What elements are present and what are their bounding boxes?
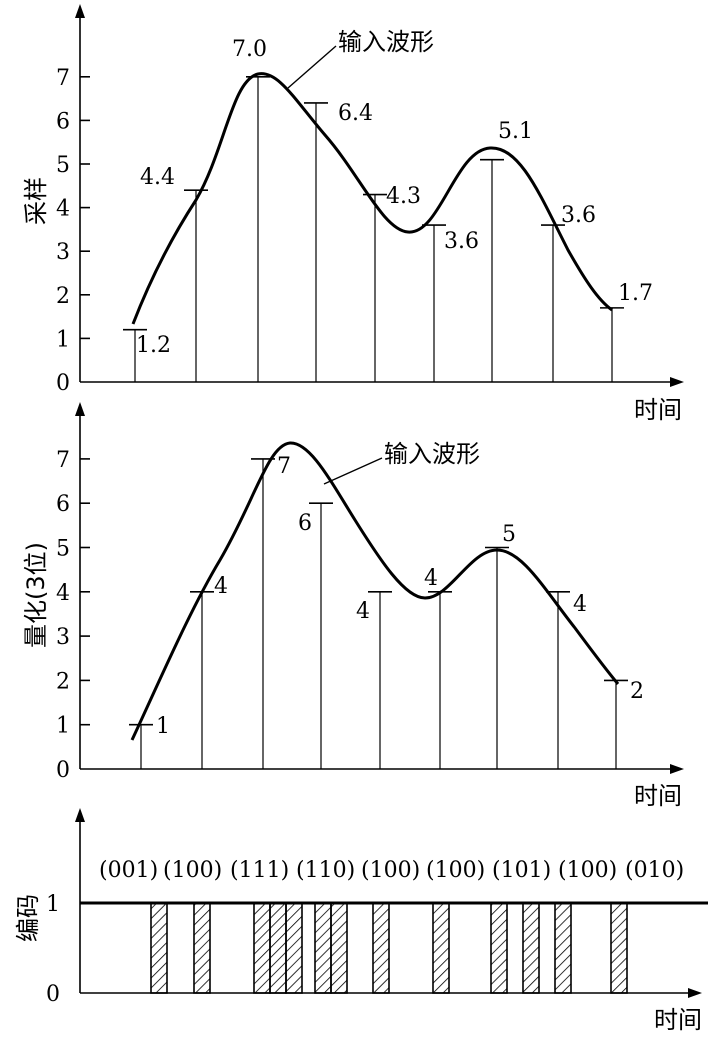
quantization-value-label: 2	[630, 679, 644, 704]
encoding-code-label: (100)	[361, 858, 420, 883]
sampling-value-label: 3.6	[561, 203, 596, 228]
sampling-y-tick-label: 6	[56, 109, 70, 134]
quantization-wave-label: 输入波形	[384, 440, 480, 468]
sampling-wave-leader-line	[287, 45, 337, 89]
quantization-input-waveform	[130, 441, 620, 741]
quantization-value-label: 4	[424, 566, 438, 591]
encoding-pulse	[285, 902, 303, 994]
quantization-value-labels: 1 4 7 6 4 4 5 4 2	[156, 454, 644, 739]
sampling-value-label: 3.6	[444, 229, 479, 254]
quantization-value-label: 6	[298, 511, 312, 536]
sampling-value-label: 1.7	[618, 281, 653, 306]
quantization-y-tick-label: 1	[56, 714, 70, 739]
sampling-y-tick-label: 0	[56, 371, 70, 396]
encoding-y-tick-0: 0	[46, 982, 60, 1007]
sampling-y-tick-label: 1	[56, 327, 70, 352]
encoding-pulse	[150, 902, 168, 994]
encoding-code-label: (100)	[558, 858, 617, 883]
encoding-code-label: (110)	[296, 858, 355, 883]
sampling-value-labels: 1.2 4.4 7.0 6.4 4.3 3.6 5.1 3.6 1.7	[136, 37, 653, 358]
encoding-code-labels: (001) (100) (111) (110) (100) (100) (101) (100)…	[99, 858, 684, 883]
encoding-y-tick-1: 1	[46, 892, 60, 917]
quantization-value-label: 5	[502, 522, 516, 547]
encoding-pulse	[314, 902, 332, 994]
quantization-y-tick-label: 6	[56, 492, 70, 517]
sampling-value-label: 4.4	[140, 165, 175, 190]
sampling-y-tick-label: 2	[56, 284, 70, 309]
encoding-code-label: (101)	[492, 858, 551, 883]
encoding-pulse	[269, 902, 287, 994]
quantization-y-label: 量化(3位)	[22, 542, 50, 648]
encoding-code-label: (100)	[163, 858, 222, 883]
encoding-code-label: (001)	[99, 858, 158, 883]
quantization-y-tick-label: 3	[56, 625, 70, 650]
sampling-value-label: 6.4	[338, 101, 373, 126]
quantization-value-label: 4	[356, 599, 370, 624]
encoding-pulse	[490, 902, 508, 994]
sampling-y-arrow	[75, 4, 85, 18]
sampling-value-label: 4.3	[386, 184, 421, 209]
encoding-code-label: (100)	[426, 858, 485, 883]
encoding-x-arrow	[688, 988, 702, 998]
quantization-y-arrow	[75, 402, 85, 416]
quantization-panel: 0 1 2 3 4 5 6 7 输入波形 1 4 7 6 4 4 5 4 2 量化(3位) 时间	[22, 402, 684, 810]
quantization-x-arrow	[670, 764, 684, 774]
encoding-pulse	[253, 902, 271, 994]
sampling-stems	[123, 76, 624, 382]
quantization-y-tick-label: 0	[56, 758, 70, 783]
sampling-value-label: 7.0	[232, 37, 267, 62]
quantization-value-label: 1	[156, 714, 170, 739]
quantization-value-label: 7	[277, 454, 291, 479]
sampling-y-tick-label: 5	[56, 153, 70, 178]
encoding-pulse	[554, 902, 572, 994]
encoding-pulse	[522, 902, 540, 994]
encoding-code-label: (111)	[230, 858, 289, 883]
sampling-y-tick-label: 3	[56, 240, 70, 265]
quantization-y-tick-label: 2	[56, 669, 70, 694]
encoding-pulse	[193, 902, 211, 994]
encoding-x-label: 时间	[654, 1006, 702, 1033]
encoding-code-label: (010)	[625, 858, 684, 883]
sampling-x-label: 时间	[634, 396, 682, 424]
sampling-y-tick-label: 7	[56, 66, 70, 91]
sampling-input-waveform	[131, 72, 613, 325]
sampling-value-label: 5.1	[498, 119, 533, 144]
sampling-value-label: 1.2	[136, 333, 171, 358]
sampling-y-ticks: 0 1 2 3 4 5 6 7	[56, 66, 90, 396]
encoding-pulse	[610, 902, 628, 994]
encoding-pulses	[150, 902, 628, 994]
encoding-pulse	[372, 902, 390, 994]
quantization-wave-leader-line	[323, 457, 383, 485]
sampling-wave-label: 输入波形	[338, 28, 434, 56]
encoding-y-label: 编码	[14, 894, 42, 942]
encoding-panel: (001) (100) (111) (110) (100) (100) (101) (100)…	[14, 808, 708, 1034]
quantization-stems	[129, 458, 628, 769]
quantization-y-ticks: 0 1 2 3 4 5 6 7	[56, 448, 90, 783]
encoding-pulse	[330, 902, 348, 994]
encoding-y-arrow	[75, 808, 85, 822]
quantization-x-label: 时间	[634, 782, 682, 810]
encoding-pulse	[432, 902, 450, 994]
quantization-value-label: 4	[573, 592, 587, 617]
sampling-y-label: 采样	[22, 177, 50, 225]
sampling-x-arrow	[670, 377, 684, 387]
sampling-y-tick-label: 4	[56, 197, 70, 222]
quantization-value-label: 4	[214, 574, 228, 599]
quantization-y-tick-label: 5	[56, 537, 70, 562]
quantization-y-tick-label: 7	[56, 448, 70, 473]
quantization-y-tick-label: 4	[56, 581, 70, 606]
